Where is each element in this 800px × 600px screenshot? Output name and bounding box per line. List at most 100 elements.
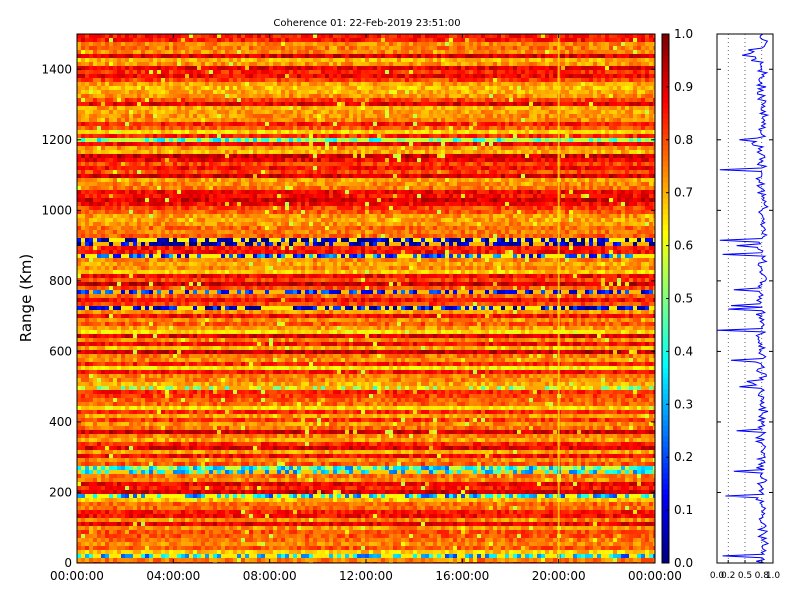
heatmap-cell bbox=[421, 42, 425, 46]
heatmap-cell bbox=[293, 98, 297, 102]
heatmap-cell bbox=[189, 78, 193, 82]
heatmap-cell bbox=[317, 134, 321, 138]
heatmap-cell bbox=[137, 78, 141, 82]
heatmap-cell bbox=[545, 58, 549, 62]
heatmap-cell bbox=[469, 166, 473, 170]
heatmap-cell bbox=[165, 94, 169, 98]
heatmap-cell bbox=[257, 162, 261, 166]
heatmap-cell bbox=[573, 98, 577, 102]
heatmap-cell bbox=[629, 78, 633, 82]
heatmap-cell bbox=[245, 58, 249, 62]
heatmap-cell bbox=[217, 102, 221, 106]
heatmap-cell bbox=[321, 146, 325, 150]
heatmap-cell bbox=[81, 34, 85, 38]
heatmap-cell bbox=[153, 94, 157, 98]
heatmap-cell bbox=[561, 74, 565, 78]
heatmap-cell bbox=[529, 158, 533, 162]
heatmap-cell bbox=[261, 86, 265, 90]
heatmap-cell bbox=[521, 134, 525, 138]
heatmap-cell bbox=[117, 86, 121, 90]
heatmap-cell bbox=[85, 130, 89, 134]
heatmap-cell bbox=[93, 106, 97, 110]
heatmap-cell bbox=[233, 46, 237, 50]
heatmap-cell bbox=[321, 162, 325, 166]
heatmap-cell bbox=[165, 42, 169, 46]
heatmap-cell bbox=[449, 98, 453, 102]
heatmap-cell bbox=[173, 34, 177, 38]
heatmap-cell bbox=[409, 74, 413, 78]
heatmap-cell bbox=[273, 114, 277, 118]
heatmap-cell bbox=[405, 162, 409, 166]
heatmap-cell bbox=[97, 138, 101, 142]
heatmap-cell bbox=[261, 66, 265, 70]
heatmap-cell bbox=[89, 78, 93, 82]
heatmap-cell bbox=[373, 82, 377, 86]
heatmap-cell bbox=[129, 118, 133, 122]
heatmap-cell bbox=[593, 106, 597, 110]
heatmap-cell bbox=[461, 66, 465, 70]
heatmap-cell bbox=[161, 94, 165, 98]
heatmap-cell bbox=[329, 46, 333, 50]
heatmap-cell bbox=[453, 142, 457, 146]
heatmap-cell bbox=[501, 102, 505, 106]
heatmap-cell bbox=[177, 114, 181, 118]
heatmap-cell bbox=[605, 126, 609, 130]
heatmap-cell bbox=[277, 50, 281, 54]
heatmap-cell bbox=[505, 38, 509, 42]
heatmap-cell bbox=[553, 118, 557, 122]
heatmap-cell bbox=[457, 162, 461, 166]
heatmap-cell bbox=[293, 70, 297, 74]
heatmap-cell bbox=[197, 130, 201, 134]
heatmap-cell bbox=[317, 118, 321, 122]
heatmap-cell bbox=[237, 122, 241, 126]
heatmap-cell bbox=[453, 66, 457, 70]
heatmap-cell bbox=[397, 158, 401, 162]
heatmap-cell bbox=[597, 118, 601, 122]
heatmap-cell bbox=[289, 138, 293, 142]
heatmap-cell bbox=[321, 70, 325, 74]
heatmap-cell bbox=[413, 138, 417, 142]
heatmap-cell bbox=[305, 166, 309, 170]
heatmap-cell bbox=[601, 38, 605, 42]
heatmap-cell bbox=[497, 58, 501, 62]
heatmap-cell bbox=[317, 38, 321, 42]
heatmap-cell bbox=[477, 74, 481, 78]
heatmap-cell bbox=[177, 162, 181, 166]
heatmap-cell bbox=[505, 162, 509, 166]
heatmap-cell bbox=[353, 94, 357, 98]
heatmap-cell bbox=[245, 90, 249, 94]
heatmap-cell bbox=[233, 154, 237, 158]
heatmap-cell bbox=[649, 34, 653, 38]
heatmap-cell bbox=[605, 130, 609, 134]
heatmap-cell bbox=[421, 82, 425, 86]
heatmap-cell bbox=[381, 54, 385, 58]
heatmap-cell bbox=[465, 46, 469, 50]
heatmap-cell bbox=[341, 134, 345, 138]
heatmap-cell bbox=[517, 74, 521, 78]
heatmap-cell bbox=[237, 106, 241, 110]
heatmap-cell bbox=[593, 34, 597, 38]
heatmap-cell bbox=[613, 94, 617, 98]
heatmap-cell bbox=[117, 138, 121, 142]
heatmap-cell bbox=[637, 150, 641, 154]
heatmap-cell bbox=[357, 110, 361, 114]
heatmap-cell bbox=[481, 54, 485, 58]
heatmap-cell bbox=[433, 134, 437, 138]
heatmap-cell bbox=[301, 50, 305, 54]
heatmap-cell bbox=[645, 78, 649, 82]
heatmap-cell bbox=[89, 170, 93, 174]
heatmap-cell bbox=[133, 50, 137, 54]
heatmap-cell bbox=[633, 50, 637, 54]
heatmap-cell bbox=[205, 142, 209, 146]
heatmap-cell bbox=[513, 102, 517, 106]
heatmap-cell bbox=[265, 130, 269, 134]
heatmap-cell bbox=[265, 134, 269, 138]
heatmap-cell bbox=[329, 62, 333, 66]
heatmap-cell bbox=[277, 86, 281, 90]
heatmap-cell bbox=[501, 166, 505, 170]
heatmap-cell bbox=[161, 98, 165, 102]
heatmap-cell bbox=[593, 62, 597, 66]
heatmap-cell bbox=[437, 34, 441, 38]
heatmap-cell bbox=[565, 130, 569, 134]
heatmap-cell bbox=[117, 126, 121, 130]
